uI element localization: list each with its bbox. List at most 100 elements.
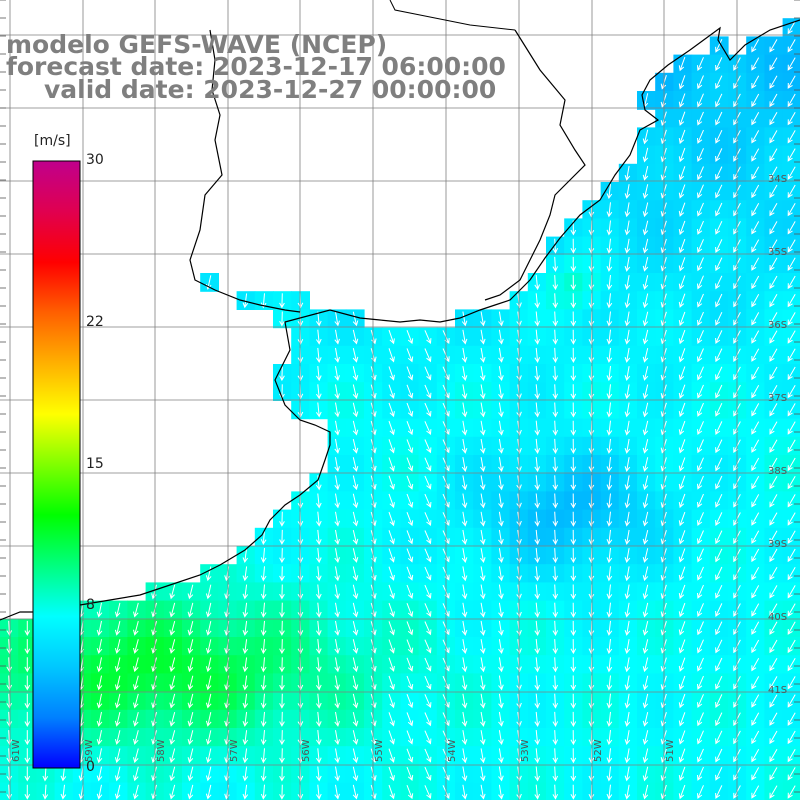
- wind-arrow: [642, 129, 649, 145]
- wind-arrow: [606, 511, 613, 527]
- wind-arrow: [642, 566, 649, 582]
- wind-arrow: [787, 621, 796, 635]
- wind-arrow: [60, 766, 67, 782]
- wind-arrow: [624, 675, 631, 691]
- wind-arrow: [769, 39, 778, 53]
- wind-arrow: [570, 529, 577, 545]
- wind-arrow: [751, 221, 760, 235]
- wind-arrow: [534, 730, 541, 746]
- wind-arrow: [388, 366, 395, 381]
- wind-arrow: [751, 439, 760, 453]
- river-plate-coast: [189, 29, 301, 313]
- wind-arrow: [787, 312, 796, 326]
- wind-arrow: [751, 676, 760, 690]
- wind-arrow: [279, 620, 285, 636]
- wind-arrow: [498, 693, 504, 709]
- wind-arrow: [697, 439, 704, 454]
- wind-arrow: [480, 693, 486, 709]
- wind-arrow: [642, 784, 649, 800]
- wind-arrow: [570, 493, 577, 509]
- wind-arrow: [424, 675, 432, 690]
- wind-arrow: [498, 784, 504, 800]
- wind-arrow: [424, 366, 432, 381]
- wind-arrow: [751, 39, 760, 53]
- wind-arrow: [480, 529, 486, 545]
- wind-arrow: [187, 766, 194, 782]
- wind-arrow: [133, 693, 139, 709]
- wind-arrow: [315, 311, 322, 327]
- wind-arrow: [406, 584, 414, 599]
- wind-arrow: [715, 129, 723, 144]
- wind-arrow: [424, 402, 432, 417]
- wind-arrow: [334, 548, 340, 564]
- wind-arrow: [315, 620, 322, 636]
- wind-arrow: [461, 584, 468, 600]
- wind-arrow: [406, 384, 414, 399]
- wind-speed-cell: [782, 782, 800, 800]
- wind-arrow: [769, 730, 778, 745]
- wind-arrow: [242, 711, 249, 727]
- wind-arrow: [96, 730, 103, 746]
- wind-arrow: [424, 657, 432, 672]
- wind-arrow: [624, 639, 631, 655]
- wind-arrow: [498, 475, 504, 491]
- wind-arrow: [697, 384, 704, 399]
- wind-arrow: [498, 584, 504, 600]
- wind-arrow: [24, 766, 31, 782]
- wind-arrow: [24, 711, 31, 727]
- wind-arrow: [624, 511, 631, 527]
- wind-arrow: [787, 494, 796, 508]
- wind-arrow: [260, 620, 267, 636]
- wind-arrow: [169, 711, 176, 727]
- wind-arrow: [534, 693, 541, 709]
- wind-arrow: [678, 712, 686, 727]
- wind-arrow: [279, 548, 285, 564]
- wind-arrow: [642, 438, 649, 454]
- wind-arrow: [96, 602, 103, 618]
- wind-arrow: [406, 512, 414, 527]
- wind-arrow: [315, 347, 322, 363]
- wind-arrow: [534, 457, 541, 473]
- wind-arrow: [751, 148, 760, 162]
- wind-arrow: [480, 657, 486, 673]
- wind-arrow: [279, 675, 285, 691]
- wind-arrow: [480, 311, 486, 327]
- wind-arrow: [697, 57, 704, 72]
- wind-arrow: [751, 384, 760, 399]
- wind-arrow: [279, 584, 285, 600]
- wind-arrow: [534, 620, 541, 636]
- wind-arrow: [570, 311, 577, 327]
- wind-arrow: [715, 148, 723, 162]
- wind-arrow: [751, 312, 760, 326]
- wind-arrow: [388, 730, 395, 745]
- wind-arrow: [787, 712, 796, 726]
- wind-arrow: [534, 384, 541, 400]
- wind-arrow: [461, 730, 468, 746]
- wind-arrow: [352, 402, 359, 418]
- wind-arrow: [787, 202, 796, 217]
- wind-arrow: [606, 711, 613, 727]
- wind-arrow: [114, 766, 121, 782]
- wind-arrow: [315, 529, 322, 545]
- wind-arrow: [498, 675, 504, 691]
- wind-arrow: [315, 693, 322, 709]
- wind-arrow: [715, 239, 723, 253]
- wind-arrow: [715, 275, 723, 290]
- wind-arrow: [406, 493, 414, 508]
- wind-arrow: [169, 602, 176, 618]
- wind-arrow: [315, 329, 322, 345]
- wind-arrow: [334, 420, 340, 436]
- wind-arrow: [352, 529, 359, 545]
- colorbar-tick-label: 8: [86, 597, 95, 614]
- wind-arrow: [388, 693, 395, 709]
- wind-arrow: [334, 438, 340, 454]
- wind-arrow: [624, 402, 631, 418]
- wind-arrow: [24, 784, 31, 800]
- wind-arrow: [552, 475, 559, 491]
- wind-arrow: [787, 530, 796, 544]
- wind-arrow: [787, 57, 796, 71]
- wind-arrow: [461, 402, 468, 418]
- wind-arrow: [624, 548, 631, 564]
- wind-arrow: [114, 748, 121, 764]
- wind-arrow: [534, 311, 541, 327]
